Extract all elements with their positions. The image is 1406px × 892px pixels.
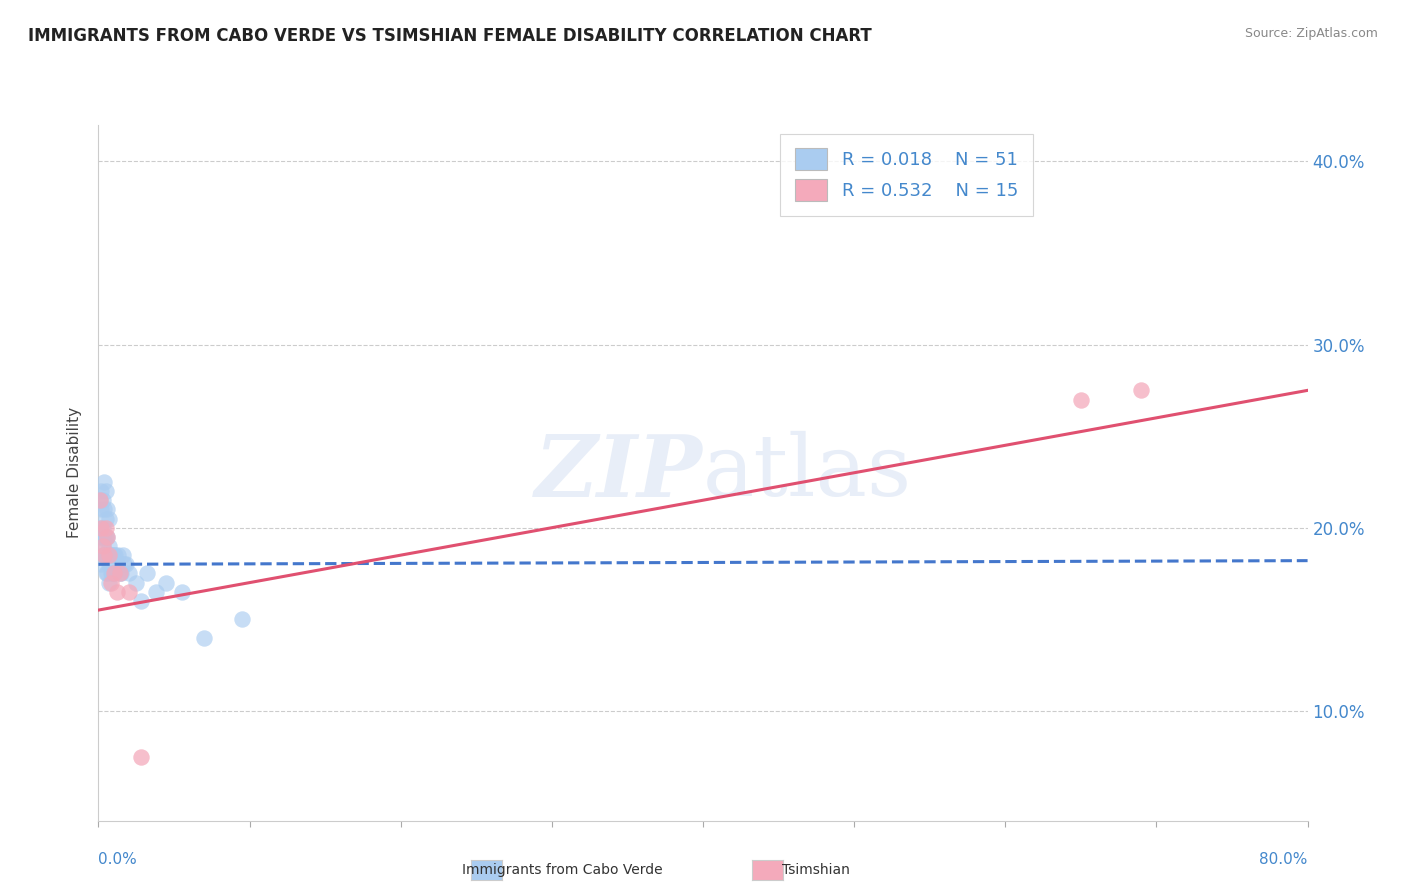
Point xyxy=(101,566,124,581)
Point xyxy=(105,584,128,599)
Point xyxy=(145,584,167,599)
Point xyxy=(91,493,114,508)
Text: ZIP: ZIP xyxy=(536,431,703,515)
Point xyxy=(89,530,111,544)
Point xyxy=(105,558,128,572)
Point xyxy=(112,558,135,572)
Point xyxy=(89,521,111,535)
Point xyxy=(125,575,148,590)
Point xyxy=(170,584,193,599)
Point xyxy=(118,584,141,599)
Point xyxy=(98,575,121,590)
Point xyxy=(103,548,125,562)
Point xyxy=(108,566,131,581)
Text: Source: ZipAtlas.com: Source: ZipAtlas.com xyxy=(1244,27,1378,40)
Point xyxy=(155,575,177,590)
Point xyxy=(129,749,152,764)
Point xyxy=(96,548,118,562)
Point xyxy=(193,631,215,645)
Text: atlas: atlas xyxy=(703,431,912,515)
Point xyxy=(91,521,114,535)
Point xyxy=(94,521,117,535)
Point xyxy=(100,575,122,590)
Point xyxy=(103,566,125,581)
Legend: R = 0.018    N = 51, R = 0.532    N = 15: R = 0.018 N = 51, R = 0.532 N = 15 xyxy=(780,134,1032,216)
Point xyxy=(94,484,117,499)
Point xyxy=(101,548,124,562)
Point xyxy=(96,566,118,581)
Point xyxy=(107,548,129,562)
Point xyxy=(94,548,117,562)
Point xyxy=(1130,384,1153,398)
Point xyxy=(104,548,127,562)
Point xyxy=(90,558,112,572)
Point xyxy=(90,530,112,544)
Point xyxy=(94,511,117,525)
Point xyxy=(98,558,121,572)
Text: Immigrants from Cabo Verde: Immigrants from Cabo Verde xyxy=(463,863,662,877)
Point xyxy=(90,521,112,535)
Point xyxy=(91,539,114,553)
Point xyxy=(90,484,112,499)
Text: IMMIGRANTS FROM CABO VERDE VS TSIMSHIAN FEMALE DISABILITY CORRELATION CHART: IMMIGRANTS FROM CABO VERDE VS TSIMSHIAN … xyxy=(28,27,872,45)
Point xyxy=(98,548,121,562)
Point xyxy=(135,566,157,581)
Point xyxy=(100,566,122,581)
Point xyxy=(96,530,118,544)
Point xyxy=(90,502,112,516)
Point xyxy=(129,594,152,608)
Point xyxy=(96,502,118,516)
Point xyxy=(93,502,115,516)
Point xyxy=(93,548,115,562)
Point xyxy=(114,558,136,572)
Point xyxy=(89,493,111,508)
Point xyxy=(94,566,117,581)
Y-axis label: Female Disability: Female Disability xyxy=(67,407,83,539)
Text: 0.0%: 0.0% xyxy=(98,852,138,867)
Point xyxy=(93,475,115,489)
Point xyxy=(118,566,141,581)
Point xyxy=(89,493,111,508)
Point xyxy=(108,566,131,581)
Point xyxy=(96,530,118,544)
Point xyxy=(103,566,125,581)
Text: Tsimshian: Tsimshian xyxy=(782,863,849,877)
Point xyxy=(91,548,114,562)
Point xyxy=(231,612,253,626)
Point xyxy=(1070,392,1092,407)
Point xyxy=(94,530,117,544)
Point xyxy=(111,548,134,562)
Point xyxy=(93,548,115,562)
Point xyxy=(98,539,121,553)
Point xyxy=(110,566,132,581)
Point xyxy=(93,530,115,544)
Point xyxy=(100,548,122,562)
Point xyxy=(91,539,114,553)
Point xyxy=(98,511,121,525)
Text: 80.0%: 80.0% xyxy=(1260,852,1308,867)
